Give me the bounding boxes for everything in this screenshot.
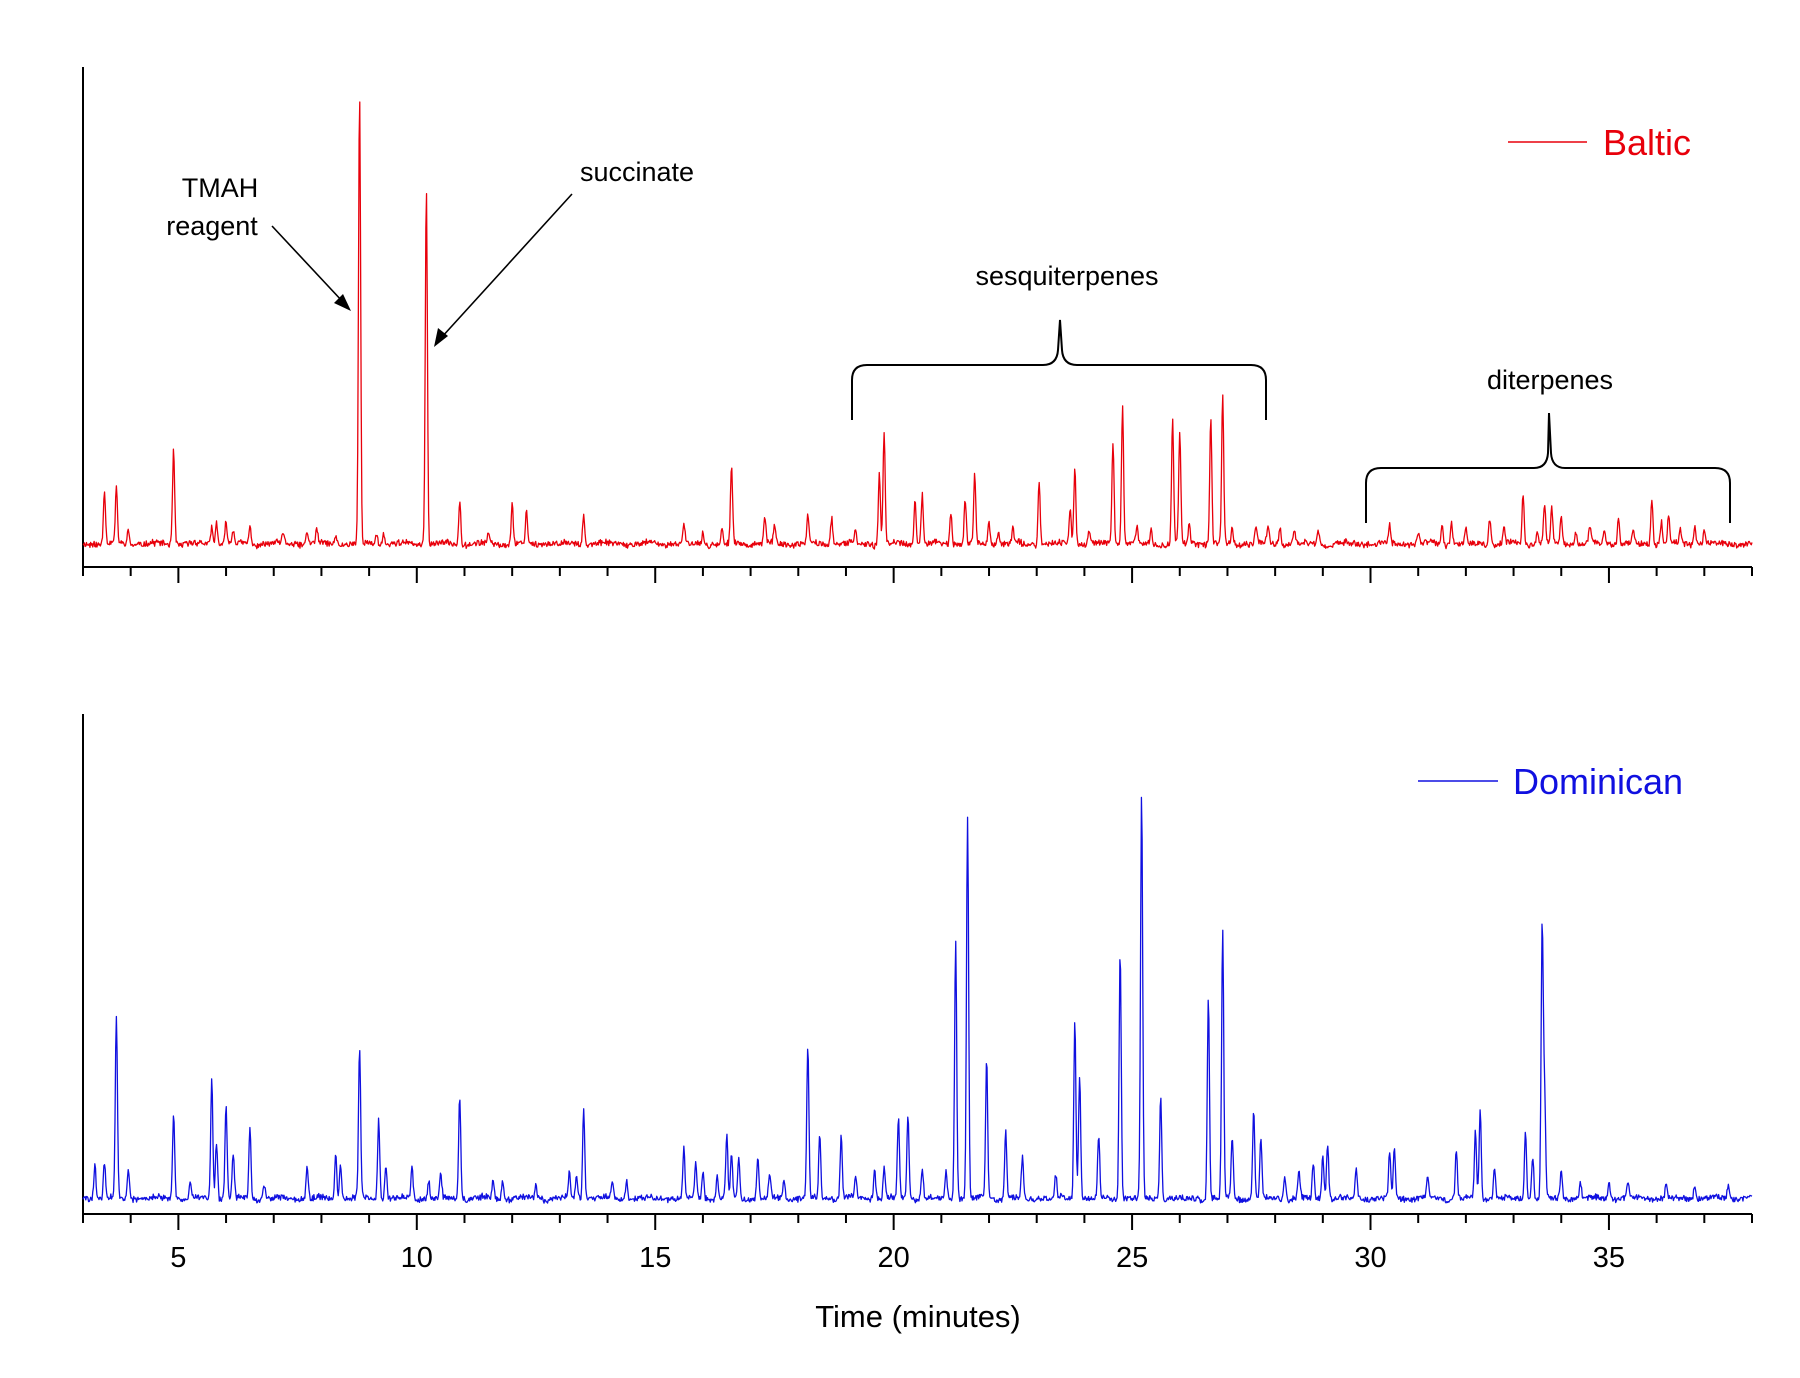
diterpenes-label: diterpenes [1487, 365, 1613, 395]
dominican-panel: 5 10 15 20 25 30 35 Dominican [82, 714, 1753, 1274]
succinate-arrow [440, 193, 573, 339]
x-tick-labels: 5 10 15 20 25 30 35 [170, 1242, 1625, 1274]
dominican-legend-label: Dominican [1513, 761, 1683, 802]
x-tick-label: 10 [401, 1242, 433, 1274]
baltic-legend-label: Baltic [1603, 122, 1691, 163]
baltic-trace [82, 101, 1753, 550]
x-tick-label: 25 [1116, 1242, 1148, 1274]
diterpenes-bracket [1365, 412, 1731, 523]
x-tick-label: 35 [1593, 1242, 1625, 1274]
sesquiterpenes-label: sesquiterpenes [975, 261, 1158, 291]
tmah-arrow [271, 225, 344, 303]
x-tick-label: 5 [170, 1242, 186, 1274]
dominican-trace [82, 796, 1753, 1204]
dominican-x-ticks [82, 1214, 1753, 1230]
succinate-label: succinate [580, 157, 694, 187]
tmah-label-line1: TMAH [182, 173, 259, 203]
sesquiterpenes-bracket [851, 319, 1267, 420]
tmah-arrowhead [334, 294, 351, 311]
x-tick-label: 30 [1354, 1242, 1386, 1274]
baltic-x-ticks [82, 567, 1753, 583]
x-tick-label: 20 [878, 1242, 910, 1274]
tmah-label-line2: reagent [166, 211, 258, 241]
succinate-arrowhead [434, 328, 448, 347]
x-axis-title: Time (minutes) [815, 1299, 1021, 1334]
baltic-panel: TMAH reagent succinate sesquiterpenes di… [82, 67, 1753, 583]
x-tick-label: 15 [639, 1242, 671, 1274]
